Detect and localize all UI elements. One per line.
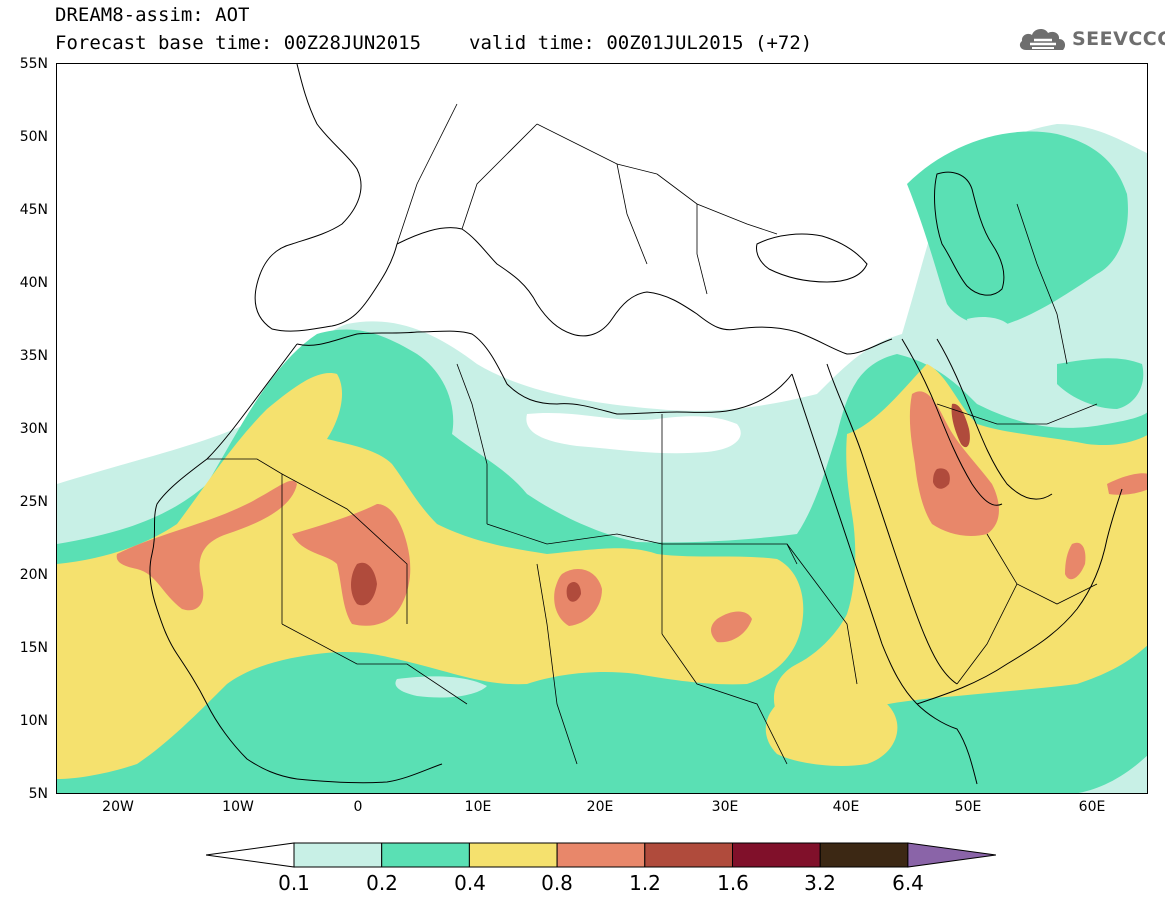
coastlines bbox=[149, 64, 1123, 785]
colorbar-label: 0.1 bbox=[278, 871, 310, 895]
lat-label: 5N bbox=[28, 786, 48, 802]
colorbar-swatches bbox=[206, 842, 996, 868]
lon-label: 10E bbox=[464, 799, 492, 815]
lat-label: 45N bbox=[19, 202, 48, 218]
colorbar-arrow-high bbox=[907, 842, 996, 868]
aot-map bbox=[56, 63, 1148, 794]
seevccc-logo: SEEVCCC bbox=[1018, 24, 1165, 54]
colorbar-label: 6.4 bbox=[892, 871, 924, 895]
lat-label: 25N bbox=[19, 494, 48, 510]
lat-label: 55N bbox=[19, 56, 48, 72]
lon-label: 20W bbox=[102, 799, 134, 815]
colorbar-swatch bbox=[732, 842, 821, 868]
colorbar-swatch bbox=[644, 842, 733, 868]
colorbar-label: 1.2 bbox=[629, 871, 661, 895]
lon-label: 30E bbox=[711, 799, 739, 815]
colorbar-swatch bbox=[819, 842, 909, 868]
colorbar-label: 0.8 bbox=[541, 871, 573, 895]
base-time: Forecast base time: 00Z28JUN2015 bbox=[55, 32, 422, 54]
lon-label: 50E bbox=[954, 799, 982, 815]
lon-label: 40E bbox=[832, 799, 860, 815]
colorbar-arrow-low bbox=[206, 842, 295, 868]
logo-text: SEEVCCC bbox=[1072, 28, 1165, 50]
time-info: Forecast base time: 00Z28JUN2015 valid ti… bbox=[55, 32, 812, 54]
lon-label: 20E bbox=[586, 799, 614, 815]
colorbar-label: 0.4 bbox=[454, 871, 486, 895]
aot-contour-0-4 bbox=[57, 364, 1147, 779]
lat-label: 50N bbox=[19, 129, 48, 145]
map-canvas bbox=[57, 64, 1147, 793]
lat-label: 20N bbox=[19, 567, 48, 583]
lat-label: 30N bbox=[19, 421, 48, 437]
country-borders bbox=[207, 103, 1098, 765]
lat-label: 15N bbox=[19, 640, 48, 656]
cloud-icon bbox=[1019, 29, 1066, 50]
aot-contour-0-8 bbox=[116, 391, 1147, 643]
lon-label: 60E bbox=[1078, 799, 1106, 815]
lon-label: 0 bbox=[353, 799, 363, 815]
aot-contour-1-2 bbox=[351, 403, 970, 606]
lat-label: 10N bbox=[19, 713, 48, 729]
lon-label: 10W bbox=[222, 799, 254, 815]
colorbar-swatch bbox=[556, 842, 646, 868]
colorbar-swatch bbox=[293, 842, 383, 868]
colorbar bbox=[206, 842, 996, 868]
valid-time: valid time: 00Z01JUL2015 (+72) bbox=[469, 32, 813, 54]
colorbar-label: 0.2 bbox=[366, 871, 398, 895]
colorbar-label: 3.2 bbox=[804, 871, 836, 895]
colorbar-label: 1.6 bbox=[717, 871, 749, 895]
lat-label: 35N bbox=[19, 348, 48, 364]
lat-label: 40N bbox=[19, 275, 48, 291]
product-title: DREAM8-assim: AOT bbox=[55, 4, 250, 26]
colorbar-swatch bbox=[381, 842, 470, 868]
colorbar-swatch bbox=[468, 842, 558, 868]
